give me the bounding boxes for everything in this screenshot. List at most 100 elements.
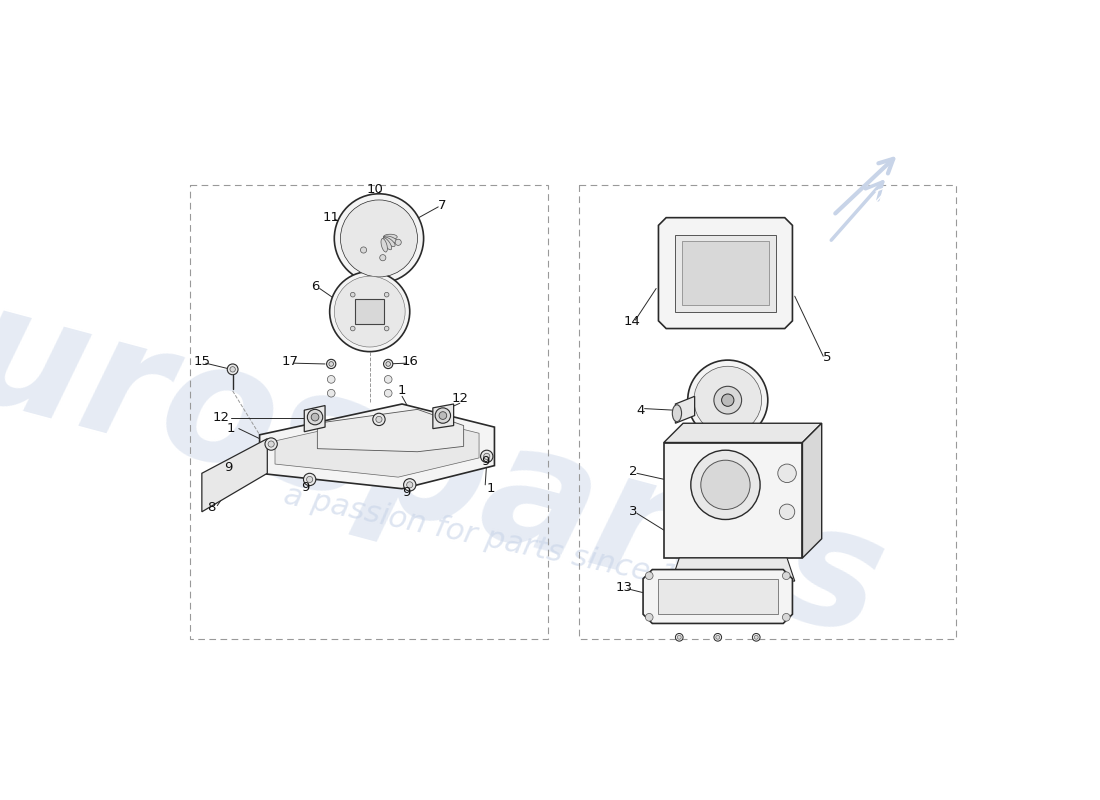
Circle shape (386, 362, 390, 366)
Text: 11: 11 (322, 211, 340, 224)
Circle shape (404, 478, 416, 491)
Circle shape (384, 292, 389, 297)
Circle shape (395, 239, 402, 246)
Ellipse shape (672, 405, 682, 422)
Polygon shape (305, 406, 326, 432)
Circle shape (675, 634, 683, 641)
Bar (580, 185, 957, 639)
Circle shape (384, 359, 393, 369)
Text: 15: 15 (194, 355, 210, 368)
Bar (675, 234, 776, 312)
Circle shape (327, 359, 336, 369)
Circle shape (691, 450, 760, 519)
Circle shape (714, 634, 722, 641)
Text: 1: 1 (486, 482, 495, 495)
Circle shape (646, 614, 653, 621)
Circle shape (265, 438, 277, 450)
Circle shape (334, 194, 424, 283)
Text: eurospares: eurospares (0, 243, 901, 673)
Circle shape (782, 572, 790, 579)
Text: 1: 1 (227, 422, 235, 435)
Text: 2: 2 (629, 466, 637, 478)
Ellipse shape (384, 236, 397, 242)
Circle shape (379, 254, 386, 261)
Bar (682, 241, 769, 306)
Polygon shape (664, 423, 822, 442)
Circle shape (755, 635, 758, 639)
Polygon shape (803, 423, 822, 558)
Polygon shape (275, 414, 480, 477)
Circle shape (779, 504, 795, 519)
Circle shape (407, 482, 412, 488)
Bar (190, 185, 548, 639)
Polygon shape (644, 570, 792, 623)
Circle shape (304, 474, 316, 486)
Text: 5: 5 (823, 351, 832, 364)
Polygon shape (433, 404, 453, 429)
Polygon shape (671, 558, 794, 581)
Text: a passion for parts since 1983: a passion for parts since 1983 (282, 481, 738, 605)
Text: 9: 9 (224, 461, 233, 474)
Text: 1: 1 (398, 384, 406, 397)
Circle shape (311, 414, 319, 421)
Circle shape (230, 366, 235, 372)
Circle shape (329, 362, 333, 366)
Polygon shape (664, 442, 803, 558)
Circle shape (384, 326, 389, 331)
Text: 9: 9 (481, 455, 490, 468)
Circle shape (436, 408, 451, 423)
Circle shape (716, 635, 719, 639)
Polygon shape (318, 410, 464, 452)
Circle shape (439, 412, 447, 419)
Circle shape (307, 476, 312, 482)
Circle shape (484, 454, 490, 459)
Circle shape (351, 326, 355, 331)
Circle shape (373, 414, 385, 426)
Text: 4: 4 (637, 404, 645, 417)
Text: 10: 10 (366, 183, 384, 197)
Circle shape (334, 276, 405, 347)
Circle shape (384, 375, 392, 383)
Circle shape (341, 200, 418, 277)
Text: 12: 12 (451, 392, 469, 405)
Text: 17: 17 (282, 355, 299, 368)
Circle shape (778, 464, 796, 482)
Circle shape (481, 450, 493, 462)
Circle shape (351, 292, 355, 297)
Polygon shape (659, 218, 792, 329)
Circle shape (752, 634, 760, 641)
Circle shape (268, 441, 274, 447)
Circle shape (722, 394, 734, 406)
Polygon shape (675, 396, 695, 423)
Text: 13: 13 (615, 581, 632, 594)
Circle shape (688, 360, 768, 440)
Ellipse shape (383, 234, 397, 240)
Bar (355, 299, 384, 324)
Circle shape (361, 247, 366, 253)
Text: 8: 8 (207, 502, 216, 514)
Circle shape (714, 386, 741, 414)
Circle shape (678, 635, 681, 639)
Text: 9: 9 (301, 481, 310, 494)
Text: 9: 9 (402, 486, 410, 499)
Text: 14: 14 (623, 315, 640, 328)
Text: 6: 6 (311, 281, 320, 294)
Text: 3: 3 (629, 506, 637, 518)
Circle shape (307, 410, 322, 425)
Polygon shape (260, 404, 495, 489)
Ellipse shape (384, 237, 395, 246)
Text: 12: 12 (212, 411, 230, 424)
Circle shape (228, 364, 238, 374)
Text: 16: 16 (402, 355, 418, 368)
Bar (659, 578, 778, 614)
Circle shape (646, 572, 653, 579)
Circle shape (694, 366, 761, 434)
Ellipse shape (381, 238, 387, 252)
Circle shape (328, 390, 336, 397)
Circle shape (328, 375, 336, 383)
Circle shape (701, 460, 750, 510)
Circle shape (330, 271, 410, 352)
Text: 7: 7 (438, 199, 447, 212)
Polygon shape (202, 438, 267, 512)
Circle shape (782, 614, 790, 621)
